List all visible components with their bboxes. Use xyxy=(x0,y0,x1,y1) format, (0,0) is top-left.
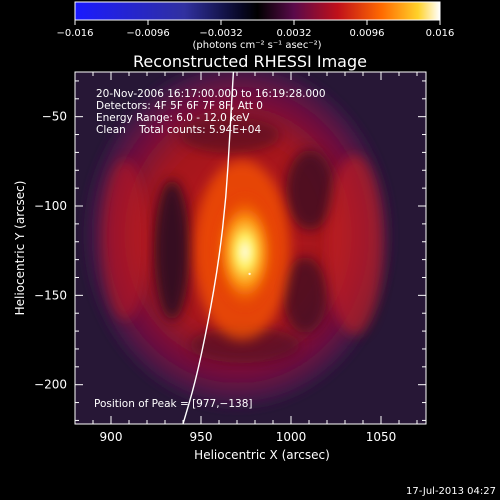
peak-glow xyxy=(211,190,279,314)
colorbar-tick-label: 0.0096 xyxy=(350,28,385,39)
peak-point xyxy=(248,272,251,276)
annotation-peak-position: Position of Peak = [977,−138] xyxy=(94,398,253,410)
chart-title: Reconstructed RHESSI Image xyxy=(133,52,367,71)
colorbar-tick-label: −0.016 xyxy=(56,28,93,39)
y-tick-label: −100 xyxy=(34,199,67,213)
y-axis-ticks: −50 −100 −150 −200 xyxy=(34,80,426,421)
peak-position-marker xyxy=(248,272,251,276)
dark-spot-right-lower xyxy=(283,257,327,333)
red-lobe-left xyxy=(103,160,147,320)
annotations: 20-Nov-2006 16:17:00.000 to 16:19:28.000… xyxy=(94,88,326,410)
x-axis-ticks: 900 950 1000 1050 xyxy=(74,72,418,444)
dark-spot-right xyxy=(286,150,334,230)
annotation-energy-range: Energy Range: 6.0 - 12.0 keV xyxy=(96,112,250,124)
red-lobe-right xyxy=(327,155,383,335)
y-tick-label: −150 xyxy=(34,288,67,302)
annotation-clean-counts: Clean Total counts: 5.94E+04 xyxy=(96,124,261,136)
colorbar-tick-label: 0.016 xyxy=(426,28,455,39)
y-axis-label: Heliocentric Y (arcsec) xyxy=(13,181,27,316)
plot-area xyxy=(75,72,426,424)
x-tick-label: 950 xyxy=(190,430,213,444)
footer-date: 17-Jul-2013 04:27 xyxy=(406,486,496,497)
x-tick-label: 1050 xyxy=(366,430,397,444)
annotation-time-range: 20-Nov-2006 16:17:00.000 to 16:19:28.000 xyxy=(96,88,326,100)
annotation-detectors: Detectors: 4F 5F 6F 7F 8F, Att 0 xyxy=(96,100,263,112)
colorbar-tick-label: 0.0032 xyxy=(277,28,312,39)
colorbar-tick-label: −0.0032 xyxy=(199,28,242,39)
colorbar: −0.016 −0.0096 −0.0032 0.0032 0.0096 0.016 (p… xyxy=(56,1,454,51)
colorbar-gradient xyxy=(74,1,441,21)
x-axis-label: Heliocentric X (arcsec) xyxy=(194,448,330,462)
heatmap-image xyxy=(88,72,388,405)
x-tick-label: 900 xyxy=(100,430,123,444)
dark-ring-left xyxy=(154,180,190,320)
solar-limb-curve xyxy=(182,72,235,424)
plot-frame xyxy=(74,71,427,425)
x-tick-label: 1000 xyxy=(276,430,307,444)
dark-spot-bottom xyxy=(190,327,300,363)
colorbar-units-label: (photons cm⁻² s⁻¹ asec⁻²) xyxy=(192,40,321,51)
y-tick-label: −200 xyxy=(34,378,67,392)
colorbar-ticks: −0.016 −0.0096 −0.0032 0.0032 0.0096 0.016 xyxy=(56,20,454,39)
y-tick-label: −50 xyxy=(42,110,67,124)
colorbar-tick-label: −0.0096 xyxy=(126,28,169,39)
